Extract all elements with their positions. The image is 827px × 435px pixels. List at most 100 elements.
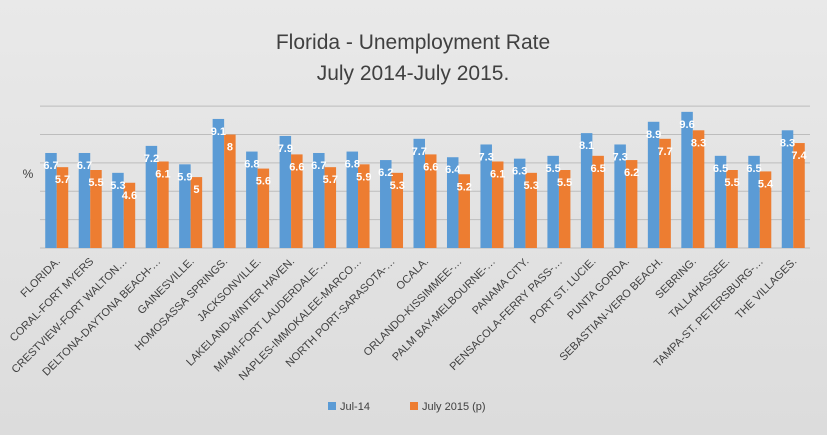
bar-july-2015 bbox=[659, 138, 671, 248]
data-label: 6.4 bbox=[445, 164, 461, 176]
bars bbox=[45, 111, 805, 248]
chart-title-line-2: July 2014-July 2015. bbox=[317, 62, 510, 85]
bar-july-2015 bbox=[793, 143, 805, 248]
bar-july-2015 bbox=[625, 160, 638, 248]
data-labels: 6.75.76.75.5 5.34.67.26.1 5.959.186.85.67.… bbox=[43, 119, 807, 202]
data-label: 7.2 bbox=[144, 153, 159, 165]
bar-july-2015 bbox=[391, 172, 404, 248]
data-label: 9.1 bbox=[211, 126, 226, 138]
data-label: 6.6 bbox=[289, 161, 304, 173]
bar-july-2015 bbox=[224, 134, 236, 248]
bar-july-2015 bbox=[257, 168, 270, 248]
bar-jul-14 bbox=[112, 172, 124, 248]
data-label: 5.7 bbox=[323, 174, 338, 186]
data-label: 6.8 bbox=[244, 159, 259, 171]
data-label: 9.6 bbox=[679, 119, 694, 131]
bar-jul-14 bbox=[346, 151, 359, 248]
bar-jul-14 bbox=[246, 151, 258, 248]
bar-jul-14 bbox=[748, 155, 760, 248]
bar-july-2015 bbox=[525, 172, 537, 248]
data-label: 5.5 bbox=[724, 177, 739, 189]
data-label: 5.3 bbox=[110, 180, 125, 192]
data-label: 6.7 bbox=[311, 160, 326, 172]
bar-july-2015 bbox=[726, 170, 738, 248]
bar-jul-14 bbox=[279, 135, 292, 248]
data-label: 5.5 bbox=[88, 177, 103, 189]
bar-jul-14 bbox=[413, 138, 425, 248]
data-label: 4.6 bbox=[122, 190, 137, 202]
bar-jul-14 bbox=[446, 157, 459, 248]
data-label: 6.3 bbox=[512, 166, 527, 178]
y-axis-label: % bbox=[23, 167, 34, 181]
bar-jul-14 bbox=[647, 121, 660, 248]
bar-july-2015 bbox=[90, 170, 102, 248]
data-label: 5.9 bbox=[177, 171, 192, 183]
bar-jul-14 bbox=[513, 158, 526, 248]
data-label: 6.1 bbox=[155, 168, 170, 180]
bar-july-2015 bbox=[558, 170, 571, 248]
data-label: 6.1 bbox=[490, 168, 505, 180]
legend-swatch bbox=[410, 402, 418, 410]
data-label: 6.2 bbox=[624, 167, 639, 179]
bar-july-2015 bbox=[491, 161, 504, 248]
bar-jul-14 bbox=[614, 144, 626, 248]
data-label: 6.5 bbox=[713, 163, 728, 175]
bar-jul-14 bbox=[45, 152, 57, 248]
bar-jul-14 bbox=[179, 164, 191, 248]
data-label: 5.4 bbox=[758, 178, 774, 190]
data-label: 5 bbox=[193, 184, 199, 196]
bar-jul-14 bbox=[380, 160, 392, 248]
bar-july-2015 bbox=[458, 174, 470, 248]
x-tick-label: NAPLES-IMMOKALEE-MARCO… bbox=[237, 256, 364, 383]
data-label: 7.7 bbox=[657, 146, 672, 158]
data-label: 7.7 bbox=[412, 146, 427, 158]
data-label: 6.8 bbox=[345, 159, 360, 171]
bar-jul-14 bbox=[313, 152, 325, 248]
data-label: 6.7 bbox=[43, 160, 58, 172]
data-label: 5.7 bbox=[55, 174, 70, 186]
data-label: 6.6 bbox=[423, 161, 438, 173]
bar-july-2015 bbox=[592, 155, 604, 248]
data-label: 8 bbox=[227, 142, 233, 154]
legend-label: July 2015 (p) bbox=[422, 401, 486, 413]
bar-jul-14 bbox=[781, 130, 794, 248]
bar-july-2015 bbox=[56, 167, 69, 248]
bar-july-2015 bbox=[759, 171, 772, 248]
data-label: 8.3 bbox=[780, 137, 795, 149]
data-label: 5.3 bbox=[390, 180, 405, 192]
data-label: 6.5 bbox=[746, 163, 761, 175]
data-label: 6.2 bbox=[378, 167, 393, 179]
bar-jul-14 bbox=[78, 152, 91, 248]
bar-july-2015 bbox=[324, 167, 337, 248]
data-label: 7.3 bbox=[479, 151, 494, 163]
bar-jul-14 bbox=[580, 133, 593, 248]
data-label: 5.6 bbox=[256, 176, 271, 188]
data-label: 7.4 bbox=[791, 150, 807, 162]
data-label: 8.3 bbox=[691, 137, 706, 149]
x-tick-label: TALLAHASSEE. bbox=[667, 256, 732, 321]
data-label: 5.9 bbox=[356, 171, 371, 183]
bar-jul-14 bbox=[714, 155, 727, 248]
bar-jul-14 bbox=[145, 145, 158, 248]
bar-july-2015 bbox=[425, 154, 437, 248]
x-tick-label: PUNTA GORDA. bbox=[565, 256, 632, 323]
data-label: 8.1 bbox=[579, 140, 594, 152]
data-label: 8.9 bbox=[646, 129, 661, 141]
bar-july-2015 bbox=[291, 154, 303, 248]
legend-label: Jul-14 bbox=[340, 401, 370, 413]
bar-july-2015 bbox=[157, 161, 169, 248]
data-label: 7.3 bbox=[612, 151, 627, 163]
data-label: 5.5 bbox=[546, 163, 561, 175]
data-label: 5.2 bbox=[457, 181, 472, 193]
data-label: 5.5 bbox=[557, 177, 572, 189]
bar-july-2015 bbox=[123, 182, 136, 248]
data-label: 6.5 bbox=[590, 163, 605, 175]
bar-july-2015 bbox=[358, 164, 370, 248]
bar-jul-14 bbox=[681, 111, 693, 248]
bar-july-2015 bbox=[190, 177, 203, 248]
bar-jul-14 bbox=[547, 155, 559, 248]
bar-jul-14 bbox=[212, 118, 225, 248]
